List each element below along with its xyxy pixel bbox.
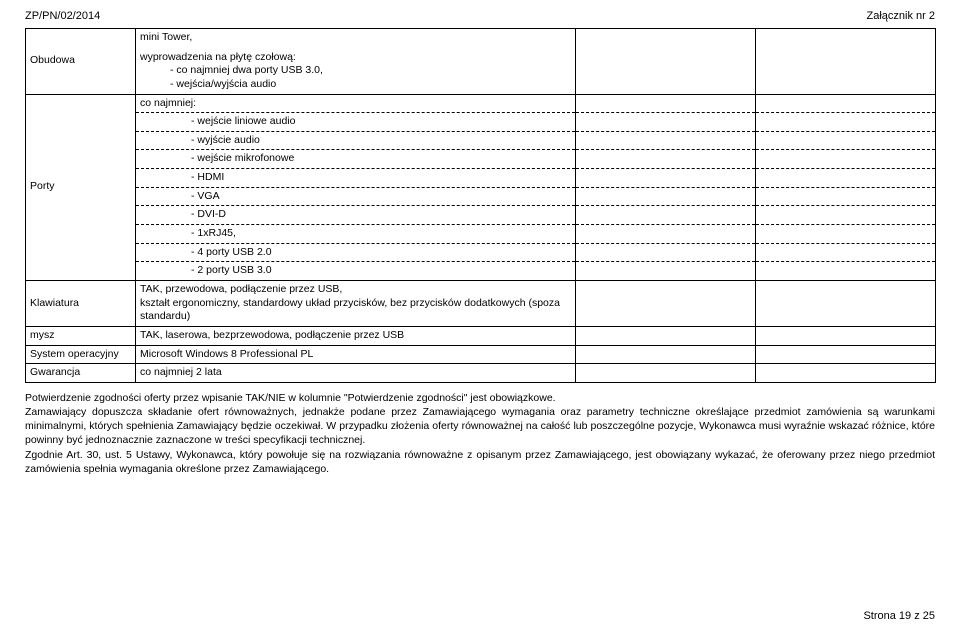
cell-blank: [576, 150, 756, 169]
table-row: - HDMI: [26, 169, 936, 188]
cell-port9: - 2 porty USB 3.0: [136, 262, 576, 281]
cell-blank: [576, 131, 756, 150]
cell-blank: [576, 187, 756, 206]
page-number: Strona 19 z 25: [863, 610, 935, 622]
cell-blank: [576, 206, 756, 225]
spec-table: Obudowa mini Tower, wyprowadzenia na pły…: [25, 28, 936, 383]
cell-port7: - 1xRJ45,: [136, 225, 576, 244]
cell-blank: [576, 225, 756, 244]
table-row: - 4 porty USB 2.0: [26, 243, 936, 262]
header-left: ZP/PN/02/2014: [25, 10, 100, 22]
cell-blank: [756, 243, 936, 262]
cell-port4: - HDMI: [136, 169, 576, 188]
cell-sys-desc: Microsoft Windows 8 Professional PL: [136, 345, 576, 364]
cell-port1: - wejście liniowe audio: [136, 113, 576, 132]
table-row: - wejście mikrofonowe: [26, 150, 936, 169]
cell-blank: [756, 150, 936, 169]
cell-port6: - DVI-D: [136, 206, 576, 225]
cell-blank: [576, 345, 756, 364]
footer-p1: Potwierdzenie zgodności oferty przez wpi…: [25, 391, 935, 405]
table-row: mysz TAK, laserowa, bezprzewodowa, podłą…: [26, 326, 936, 345]
text-line: - co najmniej dwa porty USB 3.0,: [140, 64, 571, 78]
cell-blank: [756, 131, 936, 150]
cell-blank: [756, 94, 936, 113]
table-row: Obudowa mini Tower, wyprowadzenia na pły…: [26, 29, 936, 95]
cell-blank: [756, 29, 936, 95]
cell-blank: [576, 364, 756, 383]
cell-blank: [576, 262, 756, 281]
cell-blank: [756, 345, 936, 364]
table-row: - wyjście audio: [26, 131, 936, 150]
cell-obudowa-desc: mini Tower, wyprowadzenia na płytę czoło…: [136, 29, 576, 95]
footer-block: Potwierdzenie zgodności oferty przez wpi…: [25, 391, 935, 476]
cell-sys-label: System operacyjny: [26, 345, 136, 364]
table-row: Porty co najmniej:: [26, 94, 936, 113]
cell-klaw-label: Klawiatura: [26, 280, 136, 326]
cell-gwar-label: Gwarancja: [26, 364, 136, 383]
table-row: Gwarancja co najmniej 2 lata: [26, 364, 936, 383]
cell-mysz-desc: TAK, laserowa, bezprzewodowa, podłączeni…: [136, 326, 576, 345]
cell-blank: [756, 113, 936, 132]
cell-porty-intro: co najmniej:: [136, 94, 576, 113]
cell-blank: [756, 280, 936, 326]
page-header: ZP/PN/02/2014 Załącznik nr 2: [25, 10, 935, 22]
table-row: Klawiatura TAK, przewodowa, podłączenie …: [26, 280, 936, 326]
cell-port3: - wejście mikrofonowe: [136, 150, 576, 169]
cell-blank: [576, 280, 756, 326]
table-row: - DVI-D: [26, 206, 936, 225]
cell-mysz-label: mysz: [26, 326, 136, 345]
cell-blank: [576, 113, 756, 132]
header-right: Załącznik nr 2: [867, 10, 935, 22]
cell-blank: [576, 243, 756, 262]
cell-porty-label: Porty: [26, 94, 136, 280]
cell-blank: [576, 169, 756, 188]
footer-p3: Zgodnie Art. 30, ust. 5 Ustawy, Wykonawc…: [25, 448, 935, 476]
table-row: - VGA: [26, 187, 936, 206]
table-row: - wejście liniowe audio: [26, 113, 936, 132]
footer-p2: Zamawiający dopuszcza składanie ofert ró…: [25, 405, 935, 448]
table-row: System operacyjny Microsoft Windows 8 Pr…: [26, 345, 936, 364]
text-line: mini Tower,: [140, 31, 571, 45]
cell-blank: [576, 94, 756, 113]
cell-blank: [756, 326, 936, 345]
cell-gwar-desc: co najmniej 2 lata: [136, 364, 576, 383]
cell-port5: - VGA: [136, 187, 576, 206]
cell-blank: [576, 326, 756, 345]
text-line: - wejścia/wyjścia audio: [140, 78, 571, 92]
cell-port2: - wyjście audio: [136, 131, 576, 150]
cell-blank: [756, 364, 936, 383]
table-row: - 1xRJ45,: [26, 225, 936, 244]
table-row: - 2 porty USB 3.0: [26, 262, 936, 281]
cell-klaw-desc: TAK, przewodowa, podłączenie przez USB, …: [136, 280, 576, 326]
cell-blank: [756, 225, 936, 244]
text-line: wyprowadzenia na płytę czołową:: [140, 51, 571, 65]
cell-blank: [576, 29, 756, 95]
cell-blank: [756, 206, 936, 225]
cell-obudowa-label: Obudowa: [26, 29, 136, 95]
cell-blank: [756, 169, 936, 188]
cell-blank: [756, 187, 936, 206]
cell-port8: - 4 porty USB 2.0: [136, 243, 576, 262]
cell-blank: [756, 262, 936, 281]
